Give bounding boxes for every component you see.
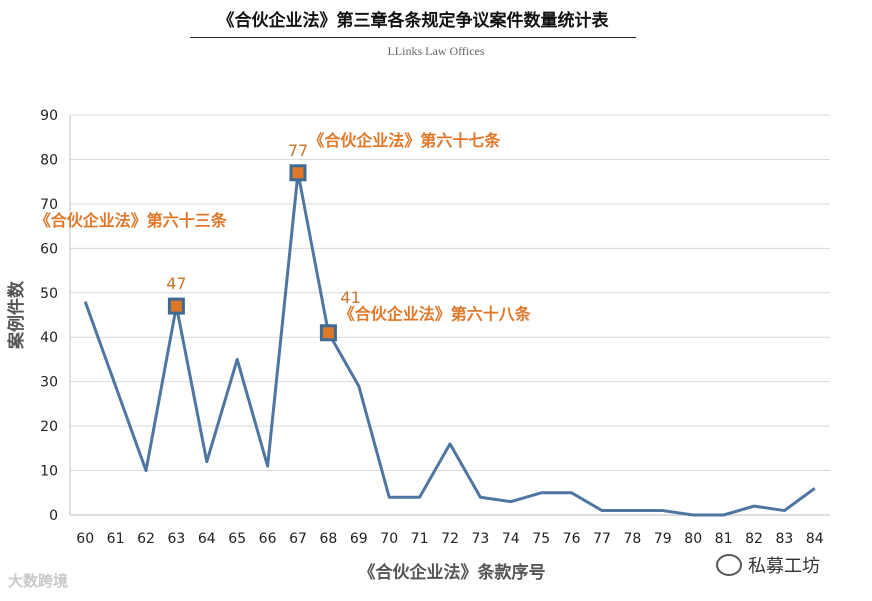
x-tick-label: 73 [471,531,489,547]
x-tick-label: 76 [563,531,581,547]
x-tick-labels: 60 61 62 63 64 65 66 67 68 69 70 71 72 73 74 75 76 77 78 79… [76,531,824,547]
y-tick-label: 60 [40,241,58,257]
x-tick-label: 82 [745,531,763,547]
x-tick-label: 80 [684,531,702,547]
x-tick-label: 60 [76,531,94,547]
x-tick-label: 71 [411,531,429,547]
x-tick-label: 77 [593,531,611,547]
x-tick-label: 70 [380,531,398,547]
annotation-label: 《合伙企业法》第六十八条 [339,304,532,323]
watermark-right: 私募工坊 [716,552,820,578]
chart-subtitle: LLinks Law Offices [387,44,485,58]
x-tick-label: 72 [441,531,459,547]
watermark-left: 大数跨境 [8,572,69,590]
watermark-right-label: 私募工坊 [748,556,820,577]
data-value-label: 41 [340,288,360,307]
x-tick-label: 81 [715,531,733,547]
y-tick-label: 10 [40,464,58,480]
highlight-marker [319,324,337,342]
y-tick-label: 70 [40,197,58,213]
grid-lines [70,114,830,472]
x-tick-label: 84 [806,531,824,547]
y-tick-label: 20 [40,419,58,435]
x-tick-label: 65 [228,531,246,547]
highlight-marker [289,164,307,182]
wechat-icon [716,554,742,576]
x-tick-label: 64 [198,531,216,547]
annotation-label: 《合伙企业法》第六十三条 [35,211,228,230]
y-tick-label: 0 [49,508,58,524]
x-tick-label: 75 [532,531,550,547]
x-tick-label: 69 [350,531,368,547]
series-line [83,171,816,517]
x-tick-label: 63 [167,531,185,547]
data-value-label: 47 [166,274,186,293]
highlight-marker [167,297,185,315]
x-tick-label: 83 [775,531,793,547]
x-tick-label: 74 [502,531,520,547]
y-tick-label: 50 [40,286,58,302]
highlight-markers: 47 77 41 [166,141,361,342]
x-tick-label: 62 [137,531,155,547]
y-tick-label: 40 [40,330,58,346]
x-tick-label: 67 [289,531,307,547]
x-tick-label: 68 [319,531,337,547]
y-axis-label: 案例件数 [6,280,27,350]
series-polyline [83,171,816,517]
y-tick-label: 90 [40,108,58,124]
x-tick-label: 78 [623,531,641,547]
annotation-label: 《合伙企业法》第六十七条 [308,131,501,150]
x-axis-label: 《合伙企业法》条款序号 [359,562,546,583]
x-tick-label: 66 [259,531,277,547]
y-tick-label: 30 [40,375,58,391]
y-tick-labels: 0 10 20 30 40 50 60 70 80 90 [40,108,58,524]
x-tick-label: 61 [107,531,125,547]
chart-title: 《合伙企业法》第三章各条规定争议案件数量统计表 [190,6,636,38]
x-tick-label: 79 [654,531,672,547]
annotations: 《合伙企业法》第六十三条 《合伙企业法》第六十七条《合伙企业法》第六十八条 [35,131,532,323]
y-tick-label: 80 [40,152,58,168]
data-value-label: 77 [288,141,308,160]
